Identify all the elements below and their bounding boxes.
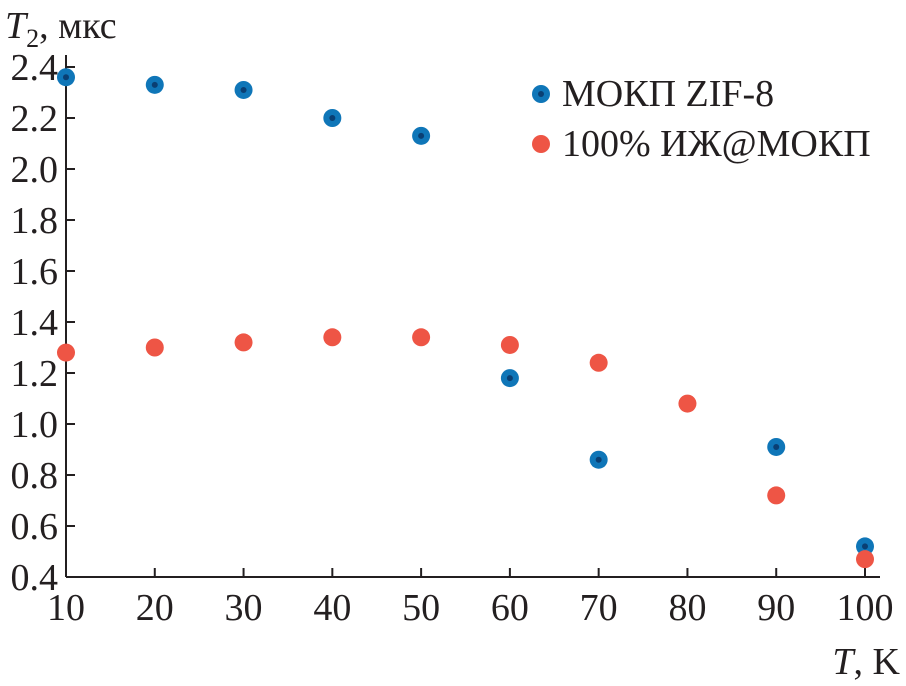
axes [65,55,880,578]
y-tick-label: 2.0 [11,149,59,191]
data-point-core [240,86,247,93]
x-axis-unit: , K [854,641,901,683]
data-point [323,328,342,347]
data-point-core [506,375,513,382]
legend-marker-core [538,91,544,97]
y-tick-label: 2.4 [11,47,59,89]
y-tick-label: 1.4 [11,302,59,344]
y-axis-unit: , мкс [39,5,116,47]
y-tick-label: 1.0 [11,404,59,446]
legend-marker [532,135,550,153]
data-point-core [329,115,336,121]
data-point-core [151,81,158,88]
series-2-points [57,328,874,569]
x-tick-label: 70 [580,587,618,629]
x-tick-label: 20 [136,587,174,629]
y-tick-label: 1.6 [11,251,59,293]
y-axis-label: T2, мкс [5,5,117,53]
tick-group: 10 20 30 40 50 60 70 80 90 100 0.4 0.6 0.8 1.0 1.2 1.4 1… [11,47,894,629]
data-point [678,394,697,413]
data-point [412,328,431,347]
x-tick-label: 40 [313,587,351,629]
x-axis-label: T, K [832,641,900,683]
legend-label: 100% ИЖ@МОКП [562,123,871,165]
y-axis-symbol: T [5,5,29,47]
x-tick-label: 30 [225,587,263,629]
data-point-core [595,456,602,463]
data-point-core [773,443,780,450]
data-points [57,68,874,569]
y-tick-label: 0.4 [11,557,59,599]
series-1-points [57,68,874,556]
x-tick-label: 50 [402,587,440,629]
data-point [856,550,874,569]
data-point [145,338,164,357]
y-tick-label: 2.2 [11,98,59,140]
data-point [234,333,253,352]
y-tick-label: 0.6 [11,506,59,548]
x-tick-label: 10 [47,587,85,629]
data-point-core [862,543,868,550]
data-point [767,486,786,505]
y-tick-label: 1.2 [11,353,59,395]
x-tick-label: 60 [491,587,529,629]
x-tick-label: 80 [668,587,706,629]
y-tick-label: 0.8 [11,455,59,497]
x-axis-symbol: T [832,641,856,683]
data-point [500,335,519,354]
x-tick-label: 90 [757,587,795,629]
legend: МОКП ZIF-8 100% ИЖ@МОКП [532,73,871,165]
data-point [57,343,75,362]
data-point-core [418,132,425,139]
legend-label: МОКП ZIF-8 [562,73,774,115]
x-tick-label: 100 [837,587,894,629]
data-point [589,353,608,372]
y-tick-label: 1.8 [11,200,59,242]
data-point-core [63,74,69,81]
y-axis-subscript: 2 [26,24,39,53]
